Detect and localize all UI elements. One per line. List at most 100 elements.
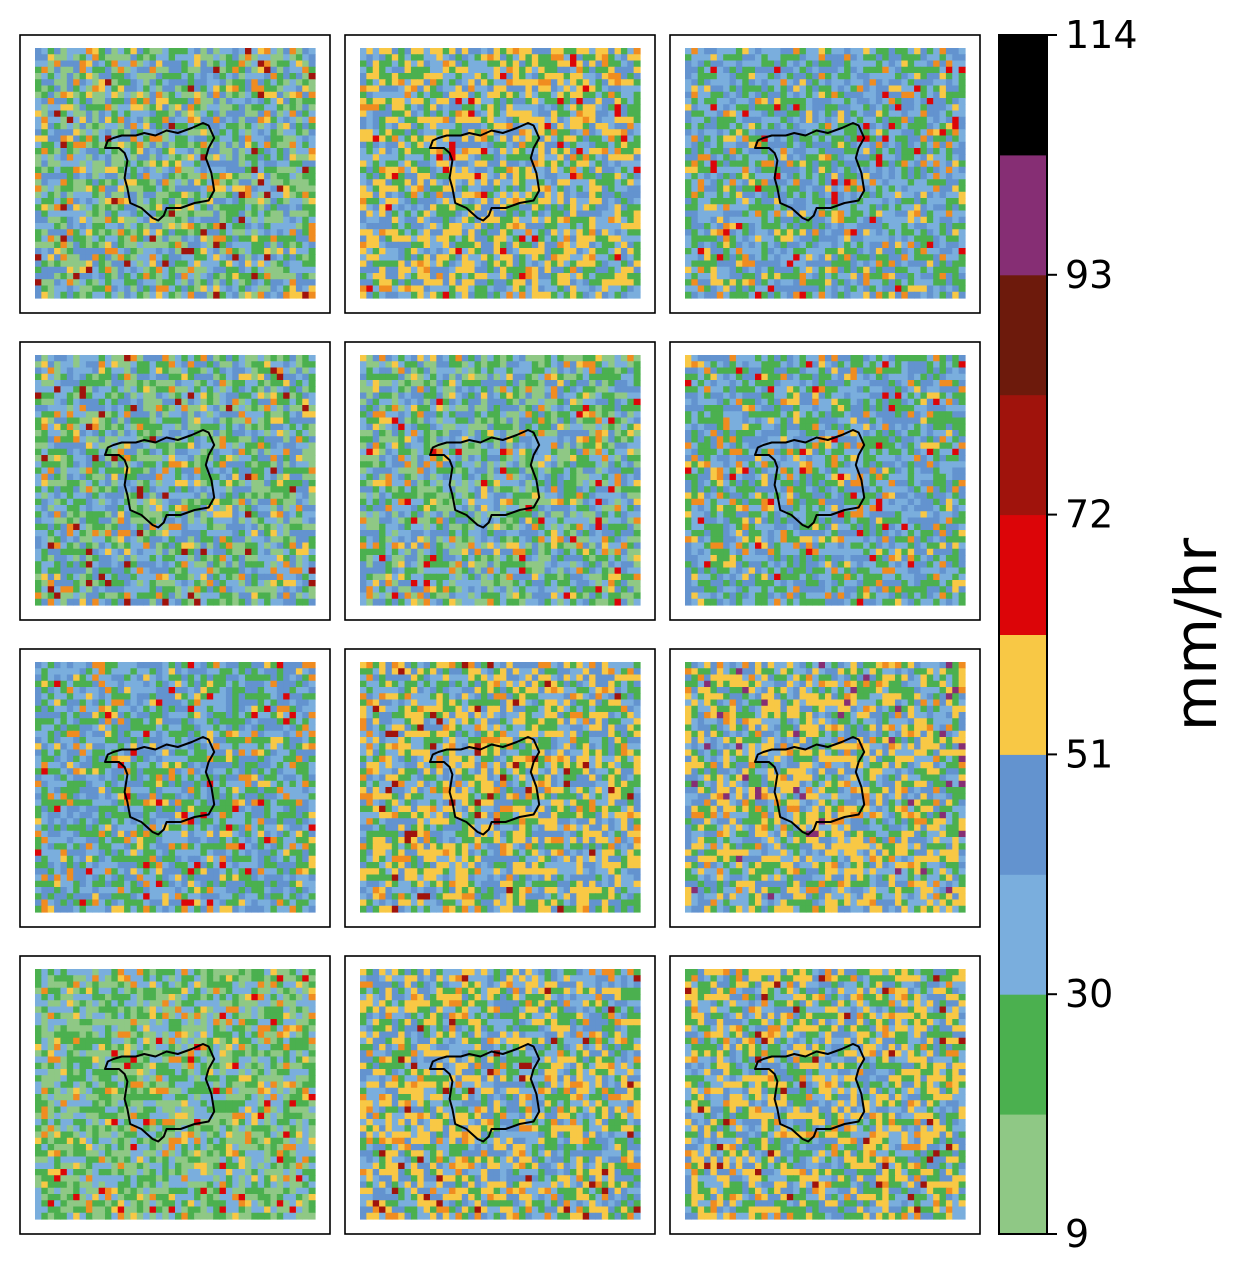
heatmap-cell [206, 54, 214, 62]
heatmap-cell [933, 166, 941, 174]
heatmap-cell [506, 216, 514, 224]
heatmap-cell [582, 185, 590, 193]
heatmap-cell [723, 104, 731, 112]
heatmap-cell [576, 235, 584, 243]
heatmap-cell [576, 79, 584, 87]
heatmap-cell [487, 79, 495, 87]
heatmap-cell [168, 285, 176, 293]
heatmap-cell [595, 73, 603, 80]
heatmap-cell [35, 48, 42, 55]
heatmap-cell [449, 173, 457, 180]
heatmap-cell [245, 223, 252, 230]
heatmap-cell [379, 185, 387, 193]
heatmap-cell [531, 66, 539, 74]
heatmap-cell [716, 204, 724, 212]
heatmap-cell [54, 160, 62, 168]
heatmap-cell [225, 266, 233, 274]
heatmap-cell [238, 210, 246, 218]
heatmap-cell [423, 260, 431, 268]
heatmap-cell [620, 204, 628, 212]
heatmap-cell [614, 60, 622, 68]
heatmap-cell [926, 98, 934, 105]
heatmap-cell [366, 60, 374, 68]
heatmap-cell [563, 79, 571, 87]
heatmap-cell [825, 85, 832, 93]
heatmap-cell [276, 129, 284, 137]
heatmap-cell [54, 166, 62, 174]
heatmap-cell [111, 160, 119, 168]
heatmap-cell [882, 154, 890, 162]
heatmap-cell [124, 54, 132, 62]
heatmap-cell [856, 198, 864, 205]
heatmap-cell [582, 123, 590, 130]
heatmap-cell [213, 48, 221, 55]
heatmap-cell [245, 229, 252, 237]
heatmap-cell [710, 229, 718, 237]
heatmap-cell [455, 241, 463, 249]
heatmap-cell [945, 235, 953, 243]
heatmap-cell [544, 166, 552, 174]
heatmap-cell [423, 123, 431, 130]
heatmap-cell [786, 173, 794, 180]
heatmap-cell [181, 210, 189, 218]
panel-r1c2 [344, 34, 656, 314]
heatmap-cell [404, 198, 412, 205]
heatmap-cell [774, 254, 782, 262]
heatmap-cell [563, 98, 571, 105]
heatmap-cell [60, 148, 68, 155]
heatmap-cell [742, 223, 750, 230]
heatmap-cell [66, 198, 74, 205]
heatmap-cell [105, 166, 112, 174]
heatmap-cell [225, 141, 233, 149]
heatmap-cell [907, 204, 915, 212]
heatmap-cell [710, 160, 718, 168]
heatmap-cell [194, 273, 202, 280]
heatmap-cell [54, 110, 62, 118]
heatmap-cell [563, 260, 571, 268]
heatmap-cell [582, 110, 590, 118]
heatmap-cell [474, 229, 482, 237]
heatmap-cell [704, 148, 712, 155]
heatmap-cell [633, 116, 641, 124]
heatmap-cell [251, 291, 259, 299]
heatmap-cell [818, 98, 826, 105]
heatmap-cell [442, 160, 450, 168]
heatmap-cell [474, 241, 482, 249]
heatmap-cell [595, 141, 603, 149]
heatmap-cell [716, 54, 724, 62]
heatmap-cell [550, 66, 558, 74]
heatmap-cell [576, 123, 584, 130]
heatmap-cell [308, 60, 316, 68]
heatmap-cell [225, 91, 233, 99]
heatmap-cell [461, 179, 469, 187]
heatmap-cell [755, 173, 762, 180]
heatmap-cell [360, 66, 367, 74]
heatmap-cell [117, 179, 125, 187]
heatmap-cell [47, 273, 55, 280]
heatmap-cell [60, 104, 68, 112]
heatmap-cell [455, 85, 463, 93]
heatmap-cell [276, 98, 284, 105]
heatmap-cell [117, 166, 125, 174]
heatmap-cell [461, 91, 469, 99]
heatmap-cell [595, 148, 603, 155]
heatmap-cell [124, 229, 132, 237]
heatmap-cell [926, 241, 934, 249]
heatmap-cell [825, 141, 832, 149]
heatmap-cell [47, 123, 55, 130]
heatmap-cell [716, 104, 724, 112]
heatmap-cell [73, 241, 81, 249]
heatmap-cell [531, 210, 539, 218]
heatmap-cell [213, 216, 221, 224]
heatmap-cell [945, 85, 953, 93]
heatmap-cell [398, 210, 406, 218]
heatmap-cell [844, 248, 852, 255]
heatmap-cell [283, 210, 291, 218]
heatmap-cell [257, 173, 265, 180]
heatmap-cell [582, 48, 590, 55]
heatmap-cell [550, 110, 558, 118]
heatmap-cell [232, 166, 240, 174]
heatmap-cell [799, 248, 807, 255]
heatmap-cell [914, 198, 922, 205]
heatmap-cell [945, 60, 953, 68]
